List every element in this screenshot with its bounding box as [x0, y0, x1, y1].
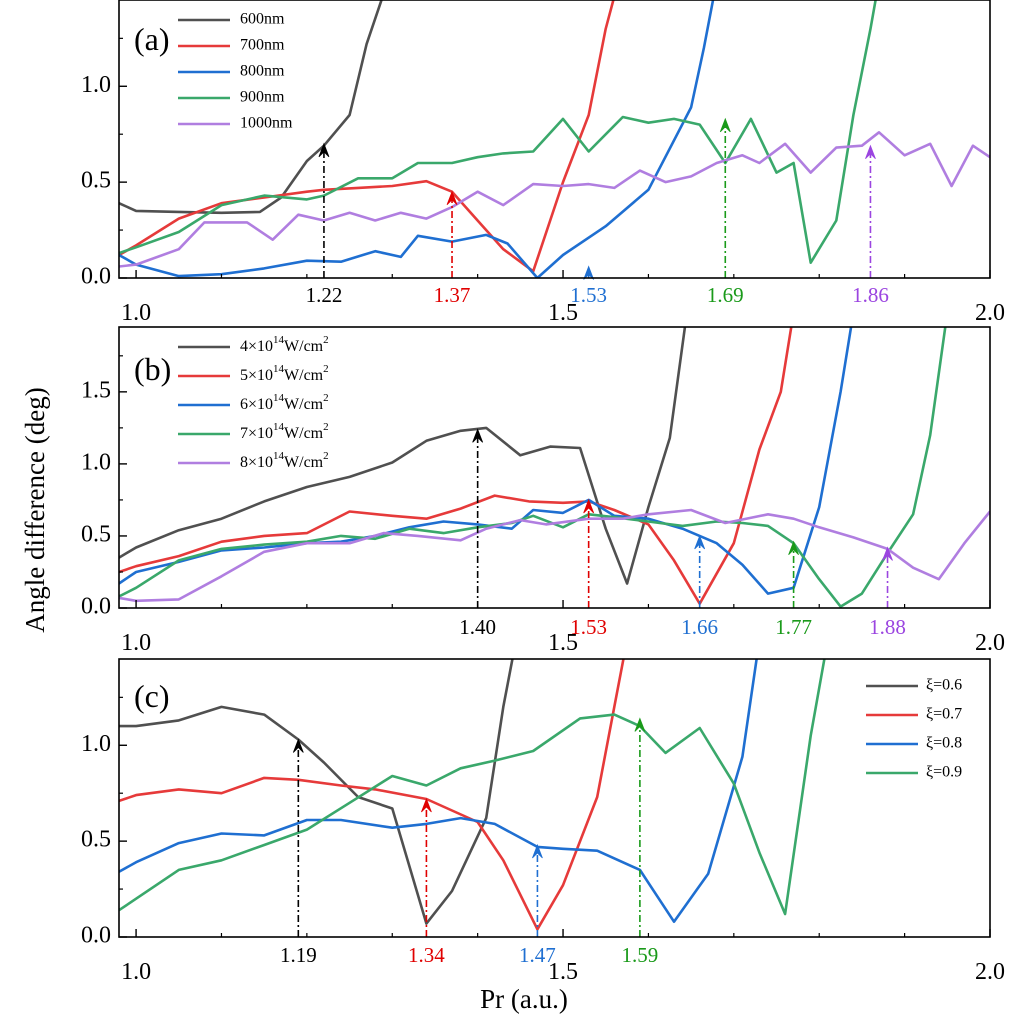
annotation-label: 1.19	[280, 943, 317, 967]
panel-label: (c)	[134, 678, 170, 714]
series-line-b-1	[119, 327, 687, 585]
series-line-a-2	[119, 0, 615, 273]
x-axis-title: Pr (a.u.)	[480, 984, 568, 1014]
plot-frame	[118, 0, 991, 279]
x-tick-label: 1.5	[548, 959, 578, 985]
annotation-arrowhead	[719, 117, 731, 133]
legend-label: 6×1014W/cm2	[240, 392, 329, 413]
x-tick-label: 1.0	[121, 300, 151, 326]
legend-label: 600nm	[240, 11, 285, 28]
panel-label: (b)	[134, 351, 171, 387]
legend-label: ξ=0.7	[926, 706, 962, 723]
x-tick-label: 1.0	[121, 959, 151, 985]
x-tick-label: 2.0	[975, 630, 1005, 656]
legend: ξ=0.6 ξ=0.7 ξ=0.8 ξ=0.9	[866, 677, 962, 781]
annotation-arrowhead	[882, 546, 893, 561]
y-axis-title: Angle difference (deg)	[20, 387, 50, 632]
series-line-c-3	[119, 659, 758, 923]
legend: 600nm 700nm 800nm 900nm 1000nm	[178, 11, 293, 132]
panel-a: 1.22 1.37 1.53 1.69 1.86 0.0 0.5 1.0 1.0 1.5 2.0 (a…	[81, 0, 1005, 326]
plot-frame	[118, 326, 991, 609]
annotation-arrowhead	[292, 738, 304, 753]
annotation-label: 1.40	[459, 615, 496, 639]
annotation-arrowhead	[446, 190, 458, 206]
y-tick-label: 0.0	[81, 264, 111, 290]
y-tick-label: 0.5	[81, 521, 111, 547]
legend-label: ξ=0.6	[926, 677, 962, 694]
legend-label: ξ=0.8	[926, 735, 962, 752]
y-tick-label: 1.0	[81, 731, 111, 757]
panel-c: 1.19 1.34 1.47 1.59 0.0 0.5 1.0 1.0 1.5 2.0 (c) ξ=0…	[81, 658, 1005, 985]
series-group	[119, 659, 826, 931]
legend-label: 4×1014W/cm2	[240, 334, 329, 355]
x-tick-label: 1.0	[121, 630, 151, 656]
y-tick-label: 1.5	[81, 377, 111, 403]
legend-label: 1000nm	[240, 115, 293, 132]
series-group	[119, 0, 990, 278]
plot-frame	[118, 658, 991, 938]
legend-label: ξ=0.9	[926, 764, 962, 781]
annotation-arrowhead	[472, 428, 484, 443]
y-tick-label: 1.0	[81, 449, 111, 475]
annotation-label: 1.77	[775, 615, 812, 639]
y-tick-label: 0.0	[81, 923, 111, 949]
annotation-label: 1.22	[306, 283, 343, 307]
series-line-b-3	[119, 327, 853, 595]
series-group	[119, 327, 990, 608]
annotation-arrowhead	[694, 534, 706, 550]
x-tick-label: 2.0	[975, 300, 1005, 326]
annotation-label: 1.69	[707, 283, 744, 307]
x-tick-label: 1.5	[548, 630, 578, 656]
annotation-arrowhead	[583, 265, 595, 280]
annotation-arrowhead	[788, 540, 799, 555]
annotation-label: 1.53	[570, 615, 607, 639]
y-tick-label: 0.5	[81, 168, 111, 194]
annotation-label: 1.34	[408, 943, 445, 967]
panel-label: (a)	[134, 21, 170, 57]
legend-label: 900nm	[240, 89, 285, 106]
legend: 4×1014W/cm2 5×1014W/cm2 6×1014W/cm2 7×1014W…	[178, 334, 329, 471]
legend-label: 8×1014W/cm2	[240, 450, 329, 471]
series-line-a-5	[119, 131, 990, 268]
series-line-a-3	[119, 0, 715, 278]
y-tick-label: 0.0	[81, 594, 111, 620]
series-line-b-5	[119, 508, 990, 603]
annotation-label: 1.86	[852, 283, 889, 307]
annotation-arrowhead	[421, 797, 432, 813]
annotation-label: 1.47	[519, 943, 556, 967]
annotation-label: 1.37	[434, 283, 471, 307]
y-tick-label: 0.5	[81, 827, 111, 853]
panel-b: 1.40 1.53 1.66 1.77 1.88 0.0 0.5 1.0 1.5 1.0 1.5 2.…	[81, 326, 1005, 656]
annotation-label: 1.59	[622, 943, 659, 967]
legend-label: 7×1014W/cm2	[240, 421, 329, 442]
annotation-label: 1.88	[869, 615, 906, 639]
series-line-a-4	[119, 0, 877, 264]
annotation-label: 1.53	[570, 283, 607, 307]
series-line-c-2	[119, 659, 625, 931]
annotation-arrowhead	[865, 144, 876, 159]
annotation-arrowhead	[634, 717, 646, 732]
legend-label: 5×1014W/cm2	[240, 363, 329, 384]
series-line-c-4	[119, 659, 826, 916]
x-tick-label: 2.0	[975, 959, 1005, 985]
x-tick-label: 1.5	[548, 300, 578, 326]
series-line-c-1	[119, 659, 514, 925]
y-tick-label: 1.0	[81, 72, 111, 98]
series-line-b-2	[119, 327, 793, 605]
annotation-arrowhead	[583, 498, 595, 514]
legend-label: 700nm	[240, 37, 285, 54]
annotation-arrowhead	[318, 142, 330, 158]
legend-label: 800nm	[240, 63, 285, 80]
annotation-label: 1.66	[681, 615, 718, 639]
annotation-arrowhead	[532, 843, 543, 859]
